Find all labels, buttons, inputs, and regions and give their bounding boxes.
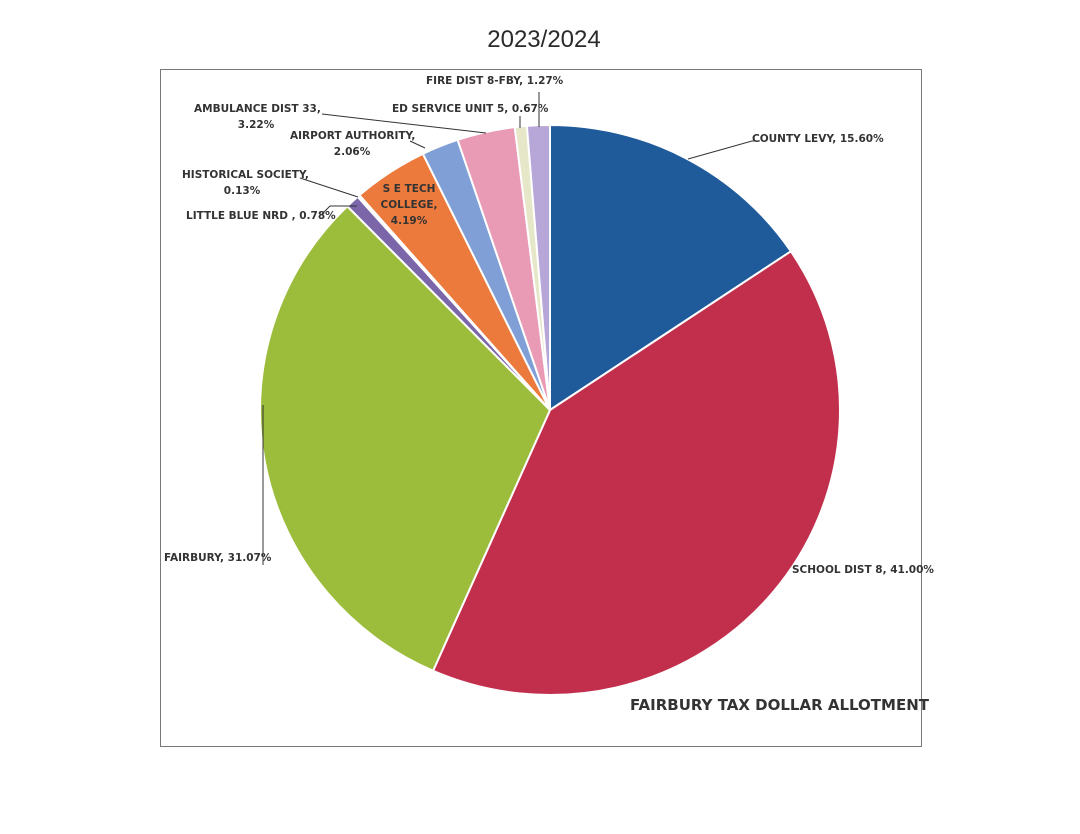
page-title: 2023/2024	[487, 26, 601, 53]
label-fire-dist: FIRE DIST 8-FBY, 1.27%	[426, 75, 564, 87]
label-fairbury: FAIRBURY, 31.07%	[164, 552, 272, 564]
label-se-tech: S E TECH COLLEGE, 4.19%	[380, 183, 438, 227]
pie-slice-fairbury	[259, 204, 552, 673]
chart-title: FAIRBURY TAX DOLLAR ALLOTMENT	[630, 696, 929, 714]
pie-slice-fire-dist-8-fby	[525, 123, 551, 411]
pie-slice-county-levy	[549, 123, 793, 412]
label-school-dist: SCHOOL DIST 8, 41.00%	[792, 564, 934, 576]
label-ed-service: ED SERVICE UNIT 5, 0.67%	[392, 103, 549, 115]
pie-slice-school-dist-8	[431, 249, 841, 696]
leader-lines	[262, 92, 760, 565]
label-county-levy: COUNTY LEVY, 15.60%	[752, 133, 884, 145]
label-ambulance: AMBULANCE DIST 33, 3.22%	[194, 103, 321, 131]
label-little-blue: LITTLE BLUE NRD , 0.78%	[186, 210, 336, 222]
label-airport: AIRPORT AUTHORITY, 2.06%	[290, 130, 416, 158]
label-historical: HISTORICAL SOCIETY, 0.13%	[182, 169, 309, 197]
chart-frame	[160, 69, 922, 747]
